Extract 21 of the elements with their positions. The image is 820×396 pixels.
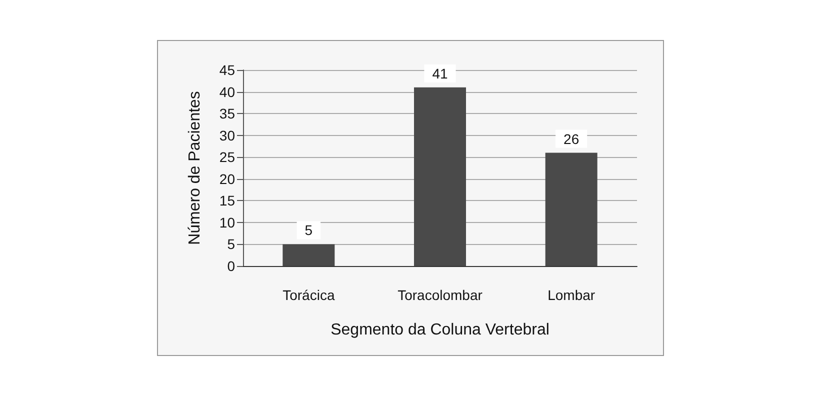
y-tick-label: 15: [219, 192, 236, 209]
x-axis-title: Segmento da Coluna Vertebral: [330, 322, 550, 338]
y-tick-label: 10: [219, 214, 236, 230]
bar: [414, 87, 466, 266]
bar: [282, 244, 335, 266]
y-tick-label: 40: [219, 84, 236, 100]
data-label: 26: [564, 130, 580, 147]
x-tick-label: Toracolombar: [398, 287, 483, 303]
y-tick-label: 20: [219, 170, 236, 187]
y-tick-label: 25: [219, 149, 236, 166]
y-tick-label: 0: [227, 258, 236, 274]
y-tick-label: 35: [219, 106, 236, 122]
bar: [545, 152, 598, 266]
y-tick-label: 45: [219, 62, 236, 78]
y-axis-title: Número de Pacientes: [186, 91, 204, 245]
x-tick-label: Torácica: [282, 287, 335, 303]
x-tick-label: Lombar: [548, 287, 596, 303]
data-label: 5: [304, 222, 313, 238]
y-tick-label: 5: [227, 236, 236, 252]
data-label: 41: [432, 65, 448, 82]
y-tick-label: 30: [219, 127, 236, 144]
